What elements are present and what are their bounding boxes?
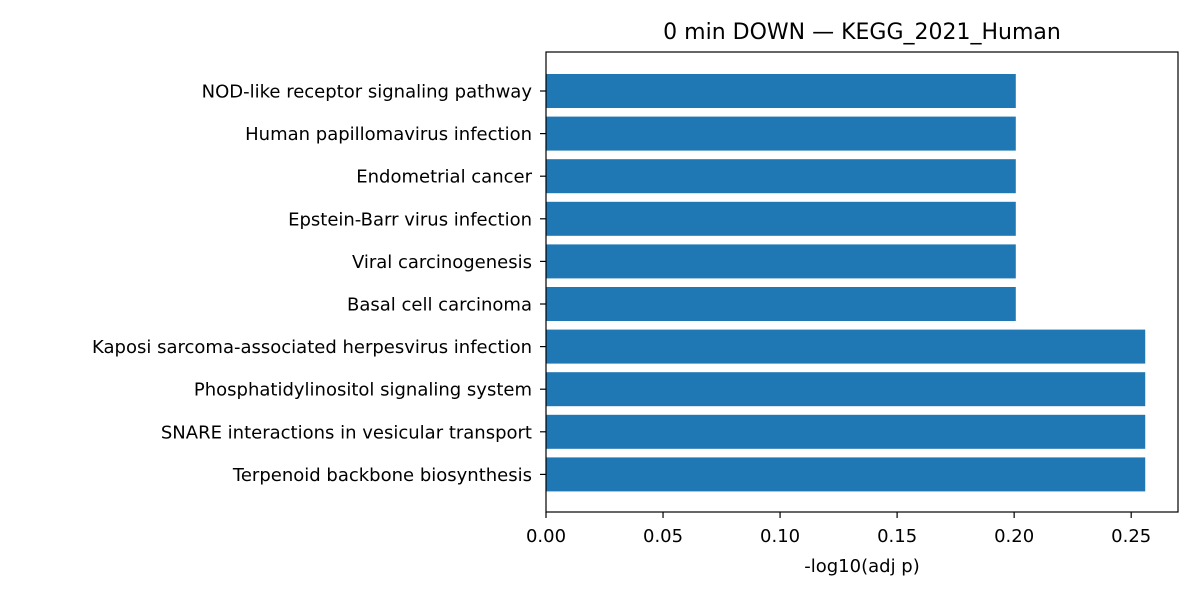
bar-9 xyxy=(546,414,1146,449)
x-tick-label: 0.20 xyxy=(994,526,1034,547)
x-tick-label: 0.10 xyxy=(760,526,800,547)
x-tick-label: 0.00 xyxy=(526,526,566,547)
x-axis-label: -log10(adj p) xyxy=(804,556,920,577)
y-tick-label: Viral carcinogenesis xyxy=(352,252,532,273)
y-tick-label: Human papillomavirus infection xyxy=(245,124,532,145)
x-tick-label: 0.05 xyxy=(643,526,683,547)
y-tick-label: SNARE interactions in vesicular transpor… xyxy=(161,422,532,443)
x-ticks: 0.00 0.05 0.10 0.15 0.20 0.25 xyxy=(526,512,1151,547)
y-tick-labels: NOD-like receptor signaling pathway Human… xyxy=(92,82,546,486)
bar-2 xyxy=(546,116,1016,151)
bar-3 xyxy=(546,159,1016,194)
bar-7 xyxy=(546,329,1146,364)
plot-area-frame xyxy=(545,51,1179,513)
chart-title: 0 min DOWN — KEGG_2021_Human xyxy=(663,20,1061,45)
y-tick-label: Basal cell carcinoma xyxy=(347,295,532,316)
y-tick-label: Endometrial cancer xyxy=(356,167,532,188)
bar-8 xyxy=(546,372,1146,407)
y-tick-label: NOD-like receptor signaling pathway xyxy=(202,82,533,103)
y-tick-label: Kaposi sarcoma-associated herpesvirus in… xyxy=(92,337,532,358)
x-tick-label: 0.25 xyxy=(1111,526,1151,547)
bars-group xyxy=(546,74,1146,492)
bar-5 xyxy=(546,244,1016,279)
x-tick-label: 0.15 xyxy=(877,526,917,547)
bar-1 xyxy=(546,74,1016,108)
bar-4 xyxy=(546,201,1016,236)
bar-10 xyxy=(546,457,1146,492)
bar-6 xyxy=(546,287,1016,321)
y-tick-label: Terpenoid backbone biosynthesis xyxy=(232,465,532,486)
y-tick-label: Phosphatidylinositol signaling system xyxy=(194,380,532,401)
y-tick-label: Epstein-Barr virus infection xyxy=(288,209,532,230)
